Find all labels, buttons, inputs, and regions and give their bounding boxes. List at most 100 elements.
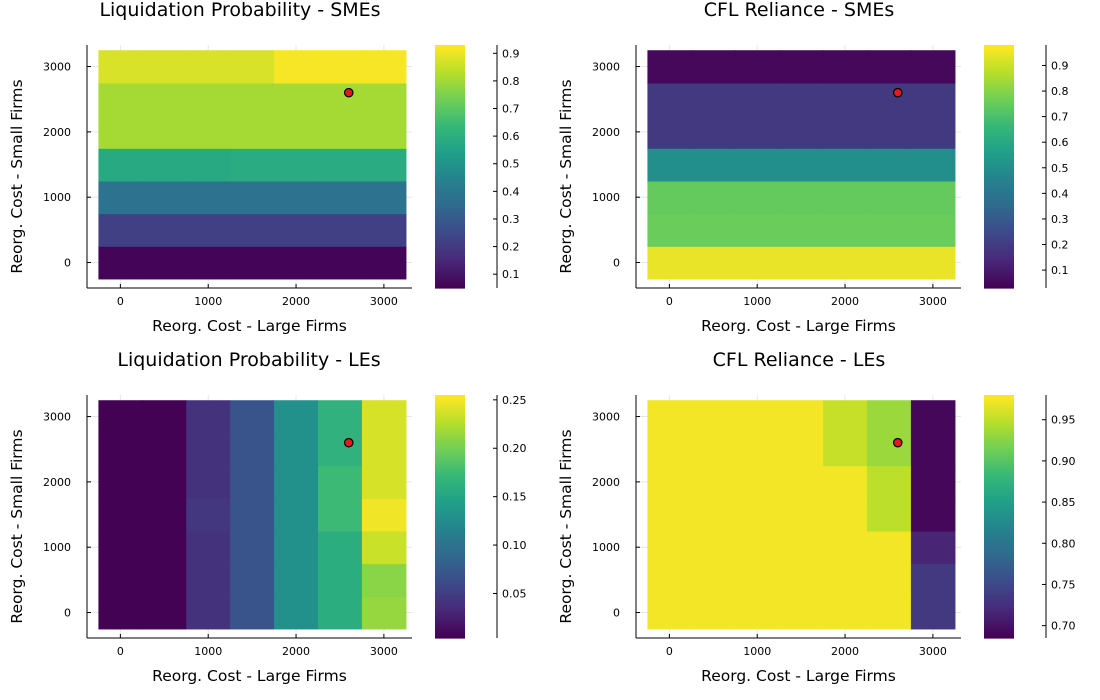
colorbar-segment (435, 496, 465, 499)
heatmap-cell (186, 82, 231, 117)
heatmap-cell (735, 498, 780, 532)
heatmap-cell (691, 596, 736, 630)
heatmap-cell (910, 400, 956, 434)
colorbar-segment (984, 437, 1014, 441)
colorbar-segment (984, 93, 1014, 97)
colorbar-tick-label: 0.05 (502, 587, 527, 600)
colorbar-segment (435, 281, 465, 285)
colorbar-segment (984, 172, 1014, 176)
colorbar-segment (435, 445, 465, 449)
colorbar-segment (984, 271, 1014, 275)
colorbar-segment (435, 257, 465, 261)
colorbar-segment (984, 557, 1014, 560)
colorbar-segment (435, 271, 465, 275)
colorbar-segment (435, 53, 465, 56)
heatmap-cell (142, 213, 187, 247)
colorbar-segment (984, 235, 1014, 238)
colorbar-segment (435, 514, 465, 518)
heatmap-cell (318, 498, 363, 532)
colorbar-segment (435, 473, 465, 477)
heatmap-cell (647, 563, 692, 597)
colorbar-segment (435, 617, 465, 621)
colorbar-segment (984, 109, 1014, 113)
panel-4: CFL Reliance - LEs 0 1000 2000 3000 0 1000 2000… (557, 349, 1076, 685)
colorbar-segment (984, 480, 1014, 483)
colorbar-segment (435, 623, 465, 627)
colorbar-segment (984, 603, 1014, 607)
colorbar-segment (984, 176, 1014, 180)
colorbar-segment (984, 518, 1014, 522)
marker-point (343, 87, 354, 98)
x-tick-label: 3000 (919, 645, 947, 658)
colorbar-segment (984, 451, 1014, 455)
colorbar-segment (435, 154, 465, 157)
heatmap-cell (186, 115, 231, 149)
colorbar-segment (435, 130, 465, 133)
colorbar-segment (984, 241, 1014, 245)
heatmap-cell (779, 596, 824, 630)
colorbar-segment (984, 459, 1014, 463)
heatmap-cell (691, 82, 736, 117)
heatmap-cell (318, 432, 363, 467)
heatmap-cell (142, 400, 187, 434)
colorbar-segment (984, 61, 1014, 64)
heatmap-cell (186, 530, 231, 565)
heatmap-cell (361, 213, 407, 247)
colorbar-segment (435, 190, 465, 194)
colorbar-segment (435, 168, 465, 172)
colorbar-segment (984, 447, 1014, 451)
heatmap-cell (318, 180, 363, 215)
colorbar-tick-label: 0.80 (1051, 537, 1076, 550)
colorbar-segment (435, 544, 465, 548)
colorbar-segment (435, 117, 465, 121)
colorbar-segment (984, 233, 1014, 236)
colorbar-tick-label: 0.2 (1051, 239, 1069, 252)
colorbar-segment (984, 263, 1014, 267)
colorbar-segment (984, 550, 1014, 554)
colorbar-tick-label: 0.15 (502, 491, 527, 504)
colorbar-segment (984, 140, 1014, 143)
colorbar-segment (984, 217, 1014, 220)
heatmap-cell (361, 530, 407, 565)
colorbar-segment (435, 146, 465, 149)
colorbar-segment (435, 166, 465, 170)
colorbar-segment (984, 91, 1014, 95)
colorbar-segment (435, 500, 465, 503)
heatmap-cell (647, 246, 692, 280)
colorbar-segment (435, 202, 465, 206)
colorbar-segment (984, 423, 1014, 426)
colorbar-segment (984, 219, 1014, 222)
colorbar-segment (984, 83, 1014, 87)
heatmap-cell (98, 148, 143, 182)
colorbar-segment (984, 627, 1014, 631)
colorbar-segment (435, 196, 465, 200)
colorbar-segment (435, 95, 465, 99)
colorbar-segment (435, 532, 465, 536)
heatmap-cell (910, 50, 956, 84)
colorbar-segment (435, 239, 465, 243)
colorbar-segment (984, 544, 1014, 548)
colorbar-segment (435, 607, 465, 611)
colorbar-segment (435, 595, 465, 599)
colorbar-segment (984, 542, 1014, 546)
colorbar-segment (984, 455, 1014, 459)
colorbar-segment (435, 55, 465, 58)
heatmap-cell (691, 115, 736, 149)
colorbar-segment (435, 504, 465, 507)
colorbar-segment (435, 429, 465, 433)
colorbar-tick-label: 0.85 (1051, 496, 1076, 509)
y-tick-label: 0 (613, 257, 620, 270)
colorbar-tick-label: 0.5 (502, 158, 520, 171)
colorbar-segment (435, 579, 465, 582)
colorbar-segment (984, 69, 1014, 72)
colorbar-segment (435, 540, 465, 544)
colorbar-segment (984, 445, 1014, 449)
x-tick-label: 1000 (743, 295, 771, 308)
colorbar-segment (984, 524, 1014, 528)
colorbar-segment (435, 554, 465, 558)
colorbar-segment (984, 160, 1014, 164)
y-tick-label: 1000 (43, 541, 71, 554)
colorbar-segment (435, 188, 465, 192)
heatmap-cell (735, 213, 780, 247)
colorbar-segment (435, 107, 465, 111)
